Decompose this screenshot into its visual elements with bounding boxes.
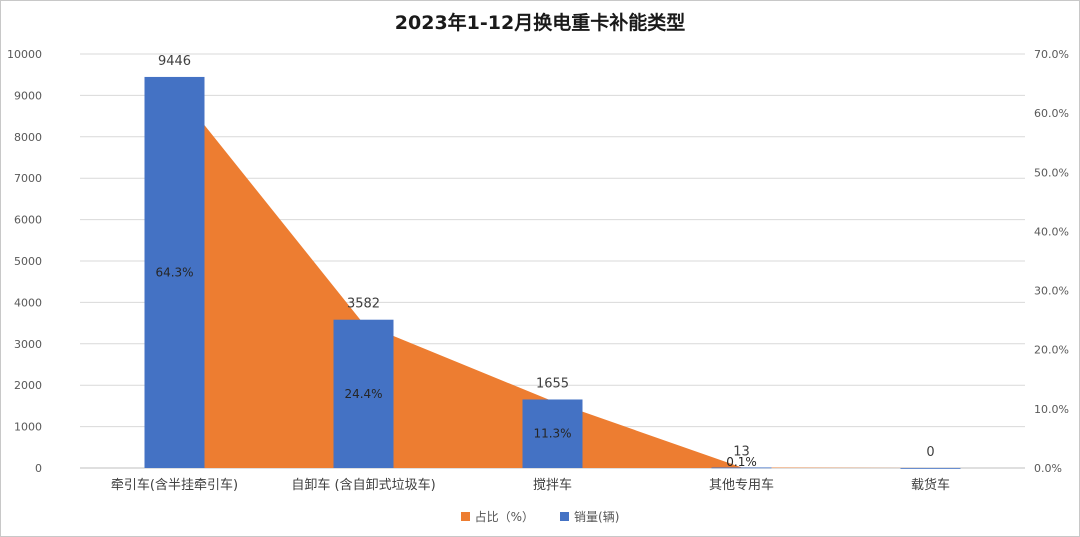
legend-item-sales: 销量(辆) (560, 508, 619, 525)
category-label: 自卸车 (含自卸式垃圾车) (291, 477, 435, 493)
left-tick-label: 5000 (14, 255, 42, 268)
legend-swatch-share (460, 512, 470, 521)
chart-title: 2023年1-12月换电重卡补能类型 (394, 12, 686, 34)
left-tick-label: 6000 (14, 214, 42, 227)
left-tick-label: 8000 (14, 131, 42, 144)
category-label: 搅拌车 (533, 477, 572, 493)
sales-bar (711, 467, 772, 469)
sales-bar (900, 468, 961, 469)
share-data-label: 11.3% (533, 427, 571, 441)
sales-data-label: 13 (733, 444, 750, 459)
left-tick-label: 1000 (14, 421, 42, 434)
sales-bar (144, 76, 205, 468)
share-data-label: 24.4% (344, 387, 382, 401)
sales-data-label: 3582 (347, 297, 380, 312)
right-tick-label: 0.0% (1034, 462, 1062, 475)
right-tick-label: 30.0% (1034, 285, 1069, 298)
right-tick-label: 50.0% (1034, 166, 1069, 179)
left-tick-label: 3000 (14, 338, 42, 351)
right-tick-label: 40.0% (1034, 225, 1069, 238)
sales-bar (333, 319, 394, 468)
right-tick-label: 10.0% (1034, 403, 1069, 416)
share-data-label: 0.1% (726, 455, 757, 469)
sales-bar (522, 399, 583, 468)
right-tick-label: 20.0% (1034, 344, 1069, 357)
sales-data-label: 1655 (536, 376, 569, 391)
legend-label-sales: 销量(辆) (574, 510, 620, 524)
category-label: 载货车 (911, 477, 950, 493)
right-tick-label: 60.0% (1034, 107, 1069, 120)
legend-item-share: 占比（%） (460, 508, 535, 525)
share-data-label: 64.3% (155, 265, 193, 279)
category-label: 牵引车(含半挂牵引车) (111, 477, 238, 493)
left-tick-label: 0 (35, 462, 42, 475)
left-tick-label: 9000 (14, 89, 42, 102)
category-label: 其他专用车 (709, 477, 774, 493)
legend-label-share: 占比（%） (474, 510, 535, 524)
left-tick-label: 7000 (14, 172, 42, 185)
right-tick-label: 70.0% (1034, 48, 1069, 61)
legend-swatch-sales (560, 512, 570, 521)
left-tick-label: 2000 (14, 379, 42, 392)
legend: 占比（%） 销量(辆) (0, 508, 1080, 525)
left-tick-label: 10000 (7, 48, 42, 61)
left-tick-label: 4000 (14, 296, 42, 309)
sales-data-label: 9446 (158, 54, 191, 69)
sales-data-label: 0 (926, 445, 934, 460)
